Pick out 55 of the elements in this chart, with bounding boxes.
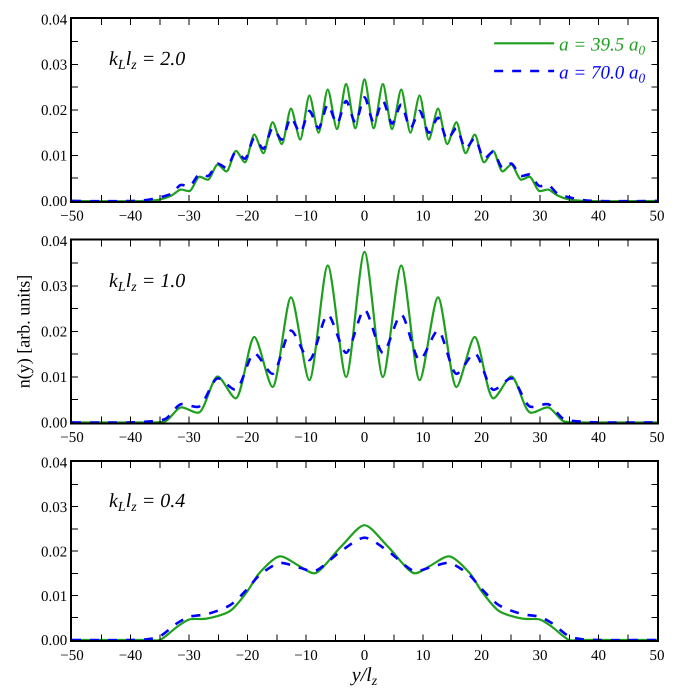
y-tick-label: 0.01 <box>41 370 68 386</box>
x-tick-label: 10 <box>416 648 430 664</box>
x-tick-label: 50 <box>650 430 664 446</box>
x-tick-label: −30 <box>177 430 201 446</box>
x-tick-label: −40 <box>118 430 142 446</box>
x-tick-label: −20 <box>236 208 260 225</box>
annotation: k$_{L}$l$_{z}$ = 1.0 <box>109 270 186 296</box>
x-tick-label: 20 <box>474 430 489 446</box>
x-tick-label: 40 <box>591 648 606 664</box>
y-tick-label: 0.01 <box>41 588 68 605</box>
x-tick-label: 30 <box>532 208 548 225</box>
x-tick-label: 40 <box>591 208 606 225</box>
y-axis-title: n(y) [arb. units] <box>14 274 34 388</box>
x-tick-label: 10 <box>416 208 430 225</box>
y-tick-label: 0.01 <box>41 148 68 165</box>
x-tick-label: 20 <box>474 648 489 664</box>
x-tick-label: −20 <box>236 648 260 664</box>
x-tick-label: −30 <box>177 208 201 225</box>
y-tick-label: 0.00 <box>41 194 68 210</box>
y-tick-label: 0.02 <box>41 324 68 341</box>
y-tick-label: 0.04 <box>41 12 68 28</box>
x-tick-label: 50 <box>650 208 664 225</box>
y-tick-label: 0.04 <box>41 234 68 250</box>
y-tick-label: 0.04 <box>41 455 68 472</box>
x-tick-label: −50 <box>60 430 84 446</box>
y-tick-label: 0.02 <box>41 544 68 560</box>
x-tick-label: −20 <box>236 430 260 446</box>
y-tick-label: 0.03 <box>41 279 68 296</box>
x-tick-label: 50 <box>650 648 664 664</box>
x-tick-label: −40 <box>118 208 142 225</box>
x-tick-label: 0 <box>360 430 368 446</box>
x-tick-label: −10 <box>294 208 318 225</box>
x-tick-label: −50 <box>60 208 84 225</box>
y-tick-label: 0.00 <box>41 416 68 432</box>
x-tick-label: 30 <box>532 648 548 664</box>
y-tick-label: 0.03 <box>41 58 68 74</box>
x-tick-label: 40 <box>591 430 606 446</box>
x-tick-label: 10 <box>416 430 430 446</box>
annotation: k$_{L}$l$_{z}$ = 2.0 <box>109 48 186 74</box>
legend-label: a = 39.5 a$_{0}$ <box>559 34 646 58</box>
x-tick-label: −30 <box>177 648 201 664</box>
x-tick-label: 30 <box>532 430 548 446</box>
x-tick-label: 0 <box>360 648 368 664</box>
y-tick-label: 0.03 <box>41 500 68 516</box>
y-tick-label: 0.02 <box>41 103 68 120</box>
x-tick-label: −10 <box>294 430 318 446</box>
annotation: k$_{L}$l$_{z}$ = 0.4 <box>109 490 186 516</box>
legend-label: a = 70.0 a$_{0}$ <box>559 62 646 86</box>
x-tick-label: −10 <box>294 648 318 664</box>
x-tick-label: 20 <box>474 208 489 225</box>
x-tick-label: −50 <box>60 648 84 664</box>
x-tick-label: 0 <box>360 208 368 225</box>
x-tick-label: −40 <box>118 648 142 664</box>
y-tick-label: 0.00 <box>41 633 68 650</box>
x-axis-title: y/l$_{z}$ <box>350 664 378 689</box>
